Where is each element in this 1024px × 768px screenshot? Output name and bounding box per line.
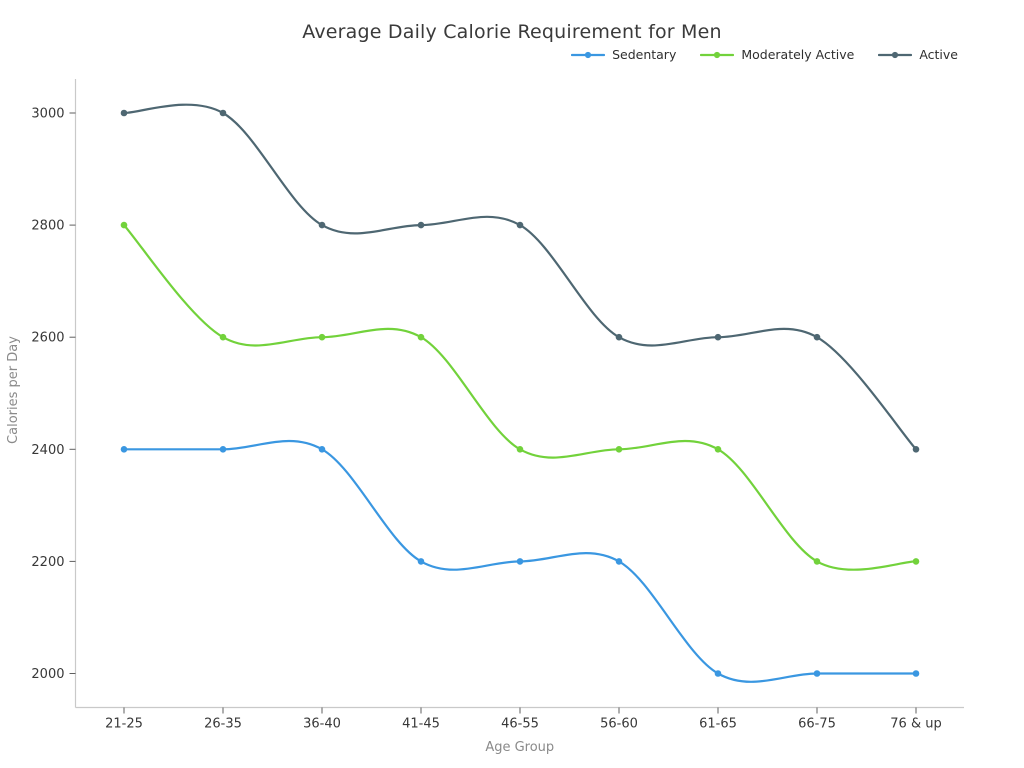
data-point-marker [318, 446, 326, 453]
data-point-marker [714, 446, 722, 453]
legend-dot [714, 51, 721, 58]
data-point-marker [120, 221, 128, 229]
data-point-marker [417, 333, 425, 341]
y-tick-label: 2600 [31, 331, 64, 346]
data-point-marker [813, 670, 821, 677]
legend-label: Sedentary [612, 47, 677, 62]
x-tick-label: 21-25 [105, 717, 143, 732]
data-point-marker [813, 333, 821, 341]
data-point-marker [714, 670, 722, 677]
data-point-marker [417, 558, 425, 565]
series-line-moderately-active [122, 224, 918, 571]
legend-line-marker-icon [878, 51, 913, 58]
series-line-active [122, 103, 918, 451]
y-axis-title: Calories per Day [6, 336, 21, 444]
legend-item-moderately-active: Moderately Active [700, 47, 854, 62]
data-point-marker [615, 333, 623, 341]
x-tick-label: 61-65 [699, 717, 737, 732]
legend: Sedentary Moderately Active Active [571, 47, 958, 62]
y-tick-label: 2400 [31, 443, 64, 458]
data-point-marker [516, 221, 524, 229]
data-point-marker [912, 558, 920, 565]
x-axis-title: Age Group [485, 740, 554, 755]
data-point-marker [318, 221, 326, 229]
data-point-marker [219, 446, 227, 453]
series-sedentary [120, 439, 920, 683]
series-active [120, 103, 920, 453]
y-tick-label: 2200 [31, 555, 64, 570]
data-point-marker [714, 333, 722, 341]
legend-dot [892, 51, 899, 58]
data-point-marker [219, 109, 227, 117]
data-point-marker [516, 558, 524, 565]
legend-item-sedentary: Sedentary [571, 47, 676, 62]
data-point-marker [813, 558, 821, 565]
legend-item-active: Active [878, 47, 958, 62]
x-tick-label: 46-55 [501, 717, 539, 732]
legend-line-marker-icon [571, 51, 606, 58]
data-point-marker [120, 109, 128, 117]
data-point-marker [516, 446, 524, 453]
data-point-marker [120, 446, 128, 453]
data-point-marker [318, 333, 326, 341]
y-tick-label: 2000 [31, 667, 64, 682]
data-point-marker [912, 446, 920, 453]
data-point-marker [417, 221, 425, 229]
x-tick-label: 41-45 [402, 717, 440, 732]
legend-label: Active [919, 47, 958, 62]
series-moderately-active [120, 221, 920, 571]
data-point-marker [615, 446, 623, 453]
legend-dot [584, 51, 592, 58]
x-tick-label: 56-60 [600, 717, 638, 732]
x-tick-label: 36-40 [303, 717, 341, 732]
x-tick-label: 26-35 [204, 717, 242, 732]
chart-title: Average Daily Calorie Requirement for Me… [302, 21, 722, 43]
legend-line-marker-icon [700, 51, 735, 58]
data-point-marker [912, 670, 920, 677]
data-point-marker [219, 333, 227, 341]
data-point-marker [615, 558, 623, 565]
legend-label: Moderately Active [741, 47, 855, 62]
x-tick-label: 66-75 [798, 717, 836, 732]
y-tick-label: 2800 [31, 219, 64, 234]
y-tick-label: 3000 [31, 107, 64, 122]
x-tick-label: 76 & up [890, 717, 941, 732]
